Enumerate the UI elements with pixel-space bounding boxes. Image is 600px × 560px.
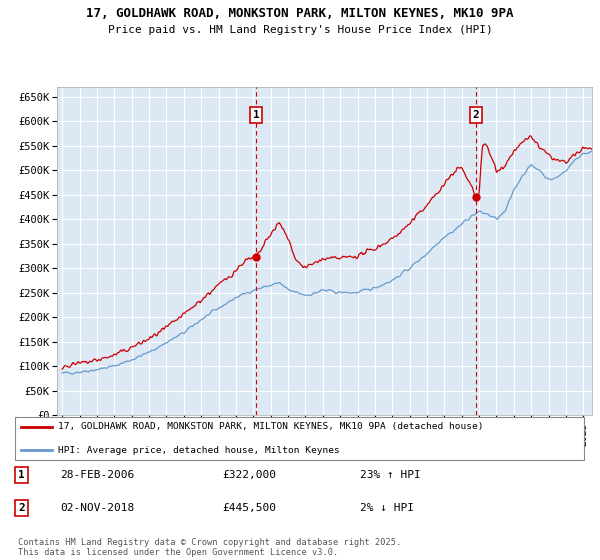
Text: 02-NOV-2018: 02-NOV-2018 bbox=[60, 503, 134, 513]
Text: 17, GOLDHAWK ROAD, MONKSTON PARK, MILTON KEYNES, MK10 9PA: 17, GOLDHAWK ROAD, MONKSTON PARK, MILTON… bbox=[86, 7, 514, 20]
Text: Price paid vs. HM Land Registry's House Price Index (HPI): Price paid vs. HM Land Registry's House … bbox=[107, 25, 493, 35]
Text: 1: 1 bbox=[253, 110, 259, 120]
Text: Contains HM Land Registry data © Crown copyright and database right 2025.
This d: Contains HM Land Registry data © Crown c… bbox=[18, 538, 401, 557]
Text: 28-FEB-2006: 28-FEB-2006 bbox=[60, 470, 134, 480]
Text: 2: 2 bbox=[18, 503, 25, 513]
Text: £322,000: £322,000 bbox=[222, 470, 276, 480]
Text: 17, GOLDHAWK ROAD, MONKSTON PARK, MILTON KEYNES, MK10 9PA (detached house): 17, GOLDHAWK ROAD, MONKSTON PARK, MILTON… bbox=[58, 422, 484, 431]
FancyBboxPatch shape bbox=[15, 417, 584, 460]
Text: HPI: Average price, detached house, Milton Keynes: HPI: Average price, detached house, Milt… bbox=[58, 446, 340, 455]
Text: 23% ↑ HPI: 23% ↑ HPI bbox=[360, 470, 421, 480]
Text: 2: 2 bbox=[473, 110, 479, 120]
Text: £445,500: £445,500 bbox=[222, 503, 276, 513]
Text: 2% ↓ HPI: 2% ↓ HPI bbox=[360, 503, 414, 513]
Text: 1: 1 bbox=[18, 470, 25, 480]
